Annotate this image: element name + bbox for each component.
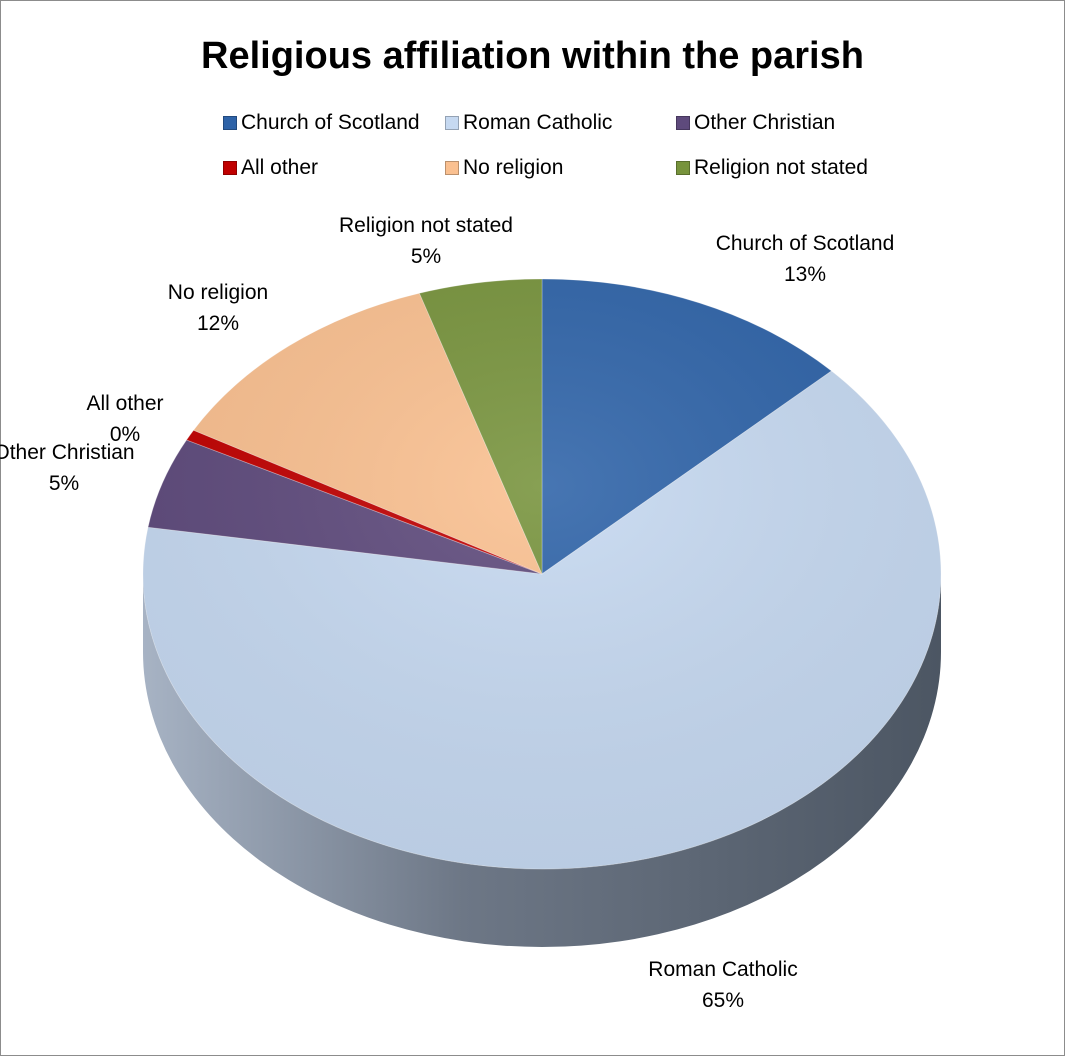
data-label-name: All other [86, 392, 163, 415]
pie-side-wall [143, 574, 941, 947]
legend-swatch [445, 116, 459, 130]
data-label-name: No religion [168, 281, 268, 304]
legend-label: All other [241, 156, 319, 179]
legend-label: Religion not stated [694, 156, 868, 179]
data-label-name: Church of Scotland [716, 232, 895, 255]
legend-item: No religion [445, 156, 563, 180]
data-label-percent: 13% [784, 263, 826, 286]
data-label-percent: 65% [702, 989, 744, 1012]
data-label-percent: 5% [49, 472, 79, 495]
legend-label: Other Christian [694, 111, 836, 134]
data-label-name: Religion not stated [339, 214, 513, 237]
legend-swatch [676, 161, 690, 175]
legend: Church of Scotland Roman Catholic Other Ch… [223, 111, 923, 191]
legend-label: No religion [463, 156, 564, 179]
legend-item: Religion not stated [676, 156, 868, 180]
legend-swatch [223, 161, 237, 175]
legend-item: Other Christian [676, 111, 835, 135]
data-label-percent: 12% [197, 312, 239, 335]
legend-label: Church of Scotland [241, 111, 420, 134]
legend-swatch [676, 116, 690, 130]
data-label-name: Roman Catholic [648, 958, 797, 981]
legend-label: Roman Catholic [463, 111, 613, 134]
legend-item: All other [223, 156, 318, 180]
legend-item: Church of Scotland [223, 111, 420, 135]
legend-swatch [223, 116, 237, 130]
data-label-percent: 5% [411, 245, 441, 268]
chart-title: Religious affiliation within the parish [201, 35, 864, 77]
pie-top-shading [143, 279, 941, 869]
data-label-percent: 0% [110, 423, 140, 446]
data-label-name: Other Christian [0, 441, 135, 464]
legend-swatch [445, 161, 459, 175]
legend-item: Roman Catholic [445, 111, 612, 135]
